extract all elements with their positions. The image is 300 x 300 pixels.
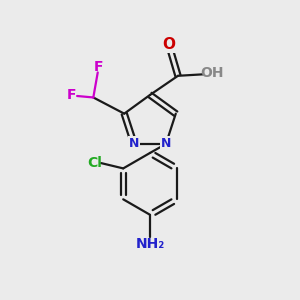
Text: Cl: Cl [87, 156, 102, 170]
Text: OH: OH [201, 66, 224, 80]
Text: F: F [94, 60, 103, 74]
Text: N: N [161, 137, 171, 150]
Text: N: N [129, 137, 139, 150]
Text: NH₂: NH₂ [135, 237, 165, 251]
Text: O: O [163, 38, 176, 52]
Text: F: F [67, 88, 76, 102]
